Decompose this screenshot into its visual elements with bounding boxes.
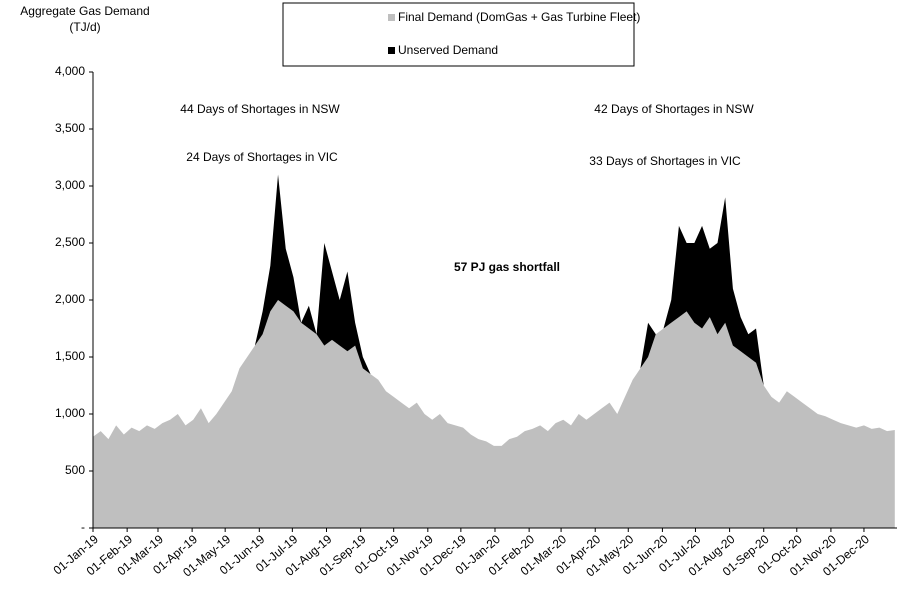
y-tick-label: 3,000: [55, 178, 85, 192]
y-tick-label: 2,500: [55, 235, 85, 249]
annotation: 24 Days of Shortages in VIC: [186, 150, 338, 164]
y-tick-label: 500: [65, 463, 85, 477]
legend-box: [282, 2, 635, 67]
plot-area: -5001,0001,5002,0002,5003,0003,5004,0000…: [51, 64, 897, 580]
y-tick-label: -: [81, 520, 85, 534]
y-tick-label: 4,000: [55, 64, 85, 78]
area: [93, 174, 895, 446]
annotation: 42 Days of Shortages in NSW: [594, 102, 754, 116]
legend-swatch: [388, 47, 395, 54]
annotation: 44 Days of Shortages in NSW: [180, 102, 340, 116]
legend-label: Final Demand (DomGas + Gas Turbine Fleet…: [398, 10, 640, 24]
y-tick-label: 3,500: [55, 121, 85, 135]
legend-label: Unserved Demand: [398, 43, 498, 57]
y-tick-label: 1,000: [55, 406, 85, 420]
y-tick-label: 1,500: [55, 349, 85, 363]
y-tick-label: 2,000: [55, 292, 85, 306]
legend: Final Demand (DomGas + Gas Turbine Fleet…: [282, 2, 640, 67]
annotation: 57 PJ gas shortfall: [454, 260, 560, 274]
y-axis-label: Aggregate Gas Demand: [20, 4, 149, 18]
legend-swatch: [388, 14, 395, 21]
area: [93, 300, 895, 528]
annotation: 33 Days of Shortages in VIC: [589, 154, 741, 168]
y-axis-label: (TJ/d): [69, 20, 100, 34]
